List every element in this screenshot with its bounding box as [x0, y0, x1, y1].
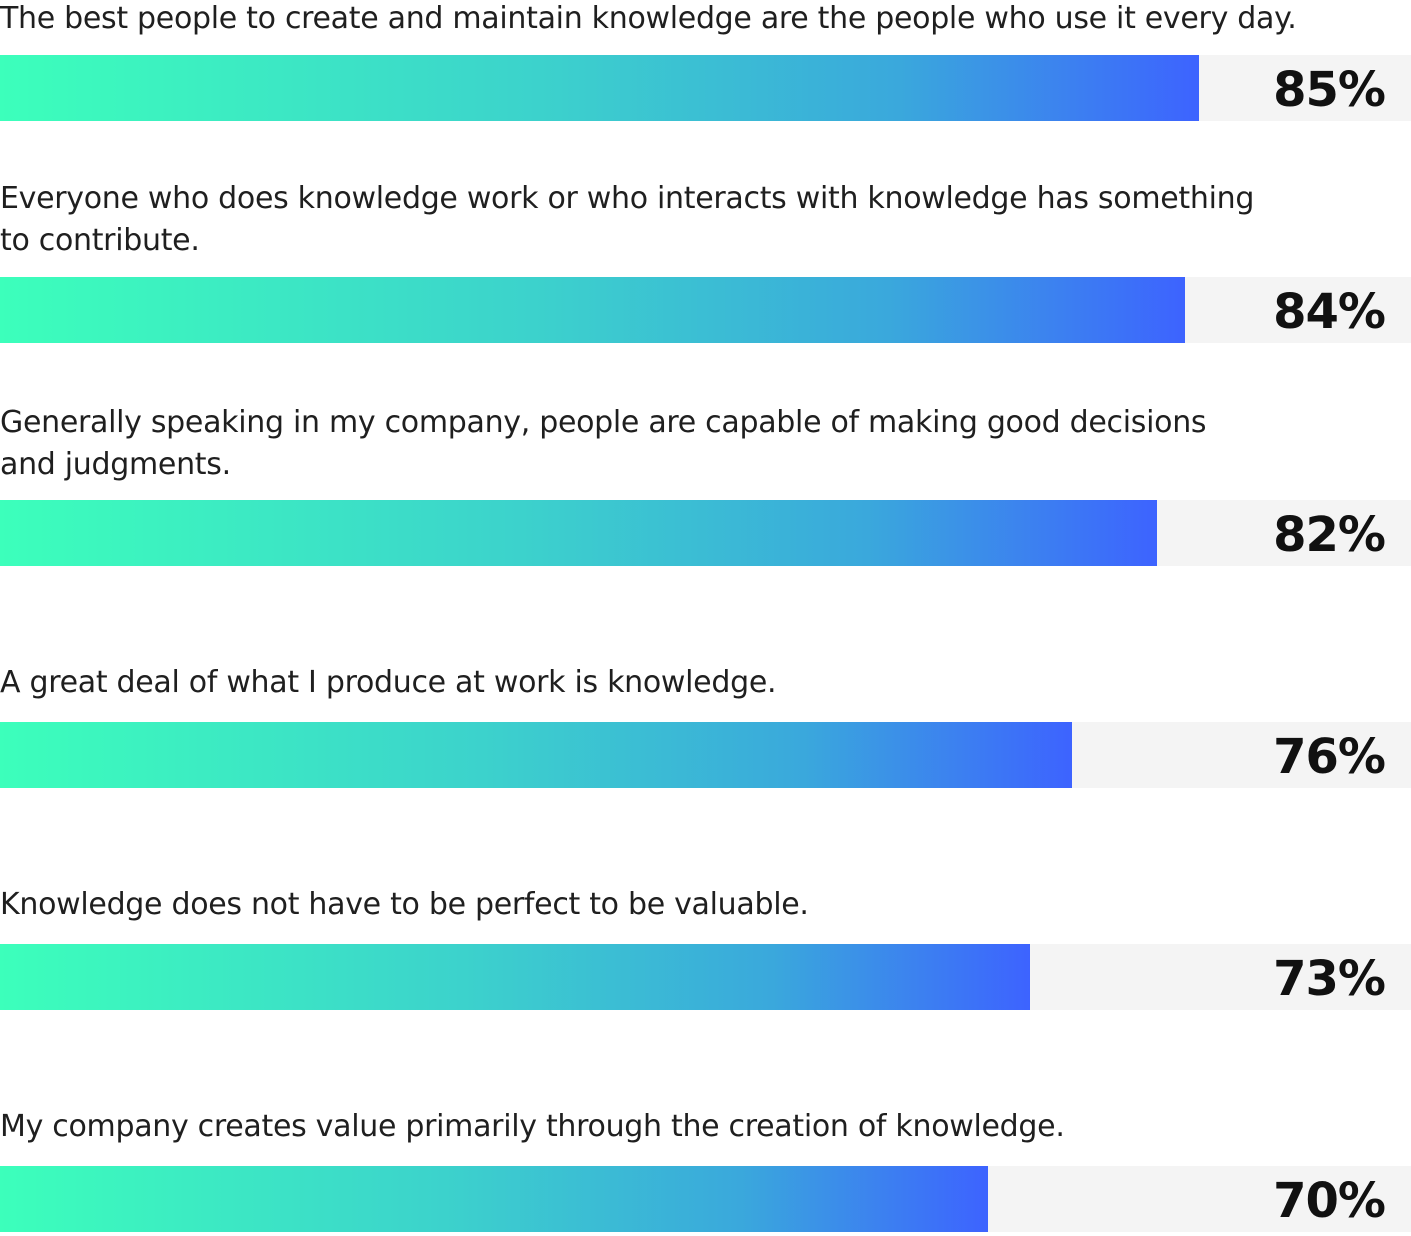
percent-label: 82%	[1273, 507, 1386, 563]
statement-label: The best people to create and maintain k…	[0, 1, 1297, 36]
bar-fill	[0, 500, 1157, 566]
bar-track: 82%	[0, 500, 1411, 566]
bar-fill	[0, 1166, 988, 1232]
statement-label: Everyone who does knowledge work or who …	[0, 181, 1255, 258]
percent-label: 76%	[1273, 729, 1386, 785]
percent-label: 85%	[1273, 62, 1386, 118]
bar-track: 73%	[0, 944, 1411, 1010]
bar-fill	[0, 277, 1185, 343]
percent-label: 84%	[1273, 284, 1386, 340]
bar-track: 70%	[0, 1166, 1411, 1232]
statement-label: My company creates value primarily throu…	[0, 1109, 1065, 1144]
statement-label: A great deal of what I produce at work i…	[0, 665, 777, 700]
statement-label: Generally speaking in my company, people…	[0, 405, 1207, 482]
bar-track: 76%	[0, 722, 1411, 788]
bar-track: 85%	[0, 55, 1411, 121]
bar-fill	[0, 722, 1072, 788]
bar-fill	[0, 55, 1199, 121]
percent-label: 70%	[1273, 1173, 1386, 1229]
percent-label: 73%	[1273, 951, 1386, 1007]
bar-fill	[0, 944, 1030, 1010]
bar-track: 84%	[0, 277, 1411, 343]
statement-label: Knowledge does not have to be perfect to…	[0, 887, 809, 922]
